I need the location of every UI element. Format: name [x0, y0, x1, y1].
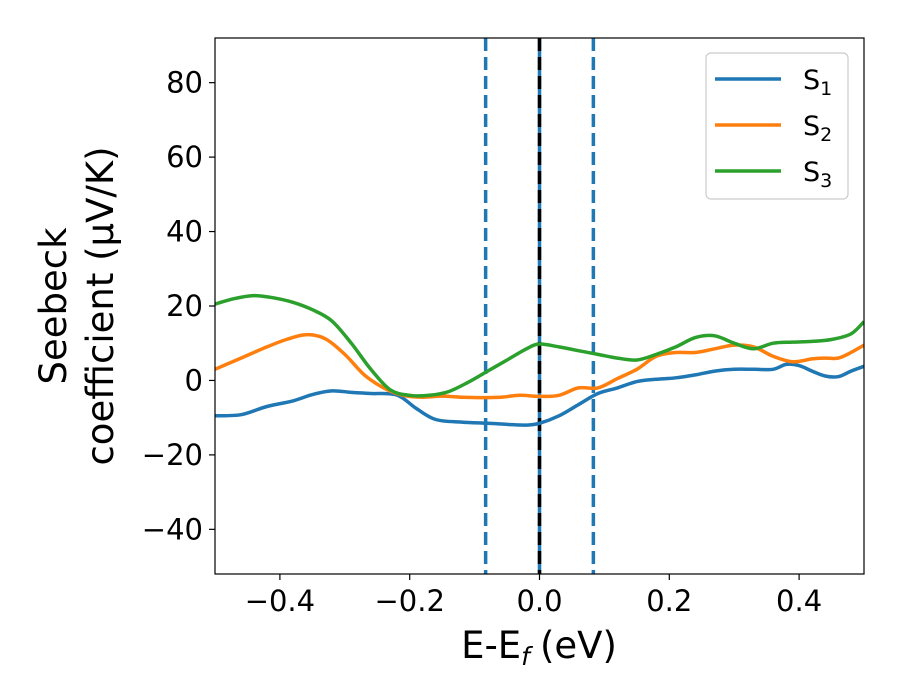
y-tick-label: 0: [185, 363, 203, 397]
x-tick-label: −0.4: [245, 584, 315, 618]
y-tick-label: −40: [142, 512, 203, 546]
x-tick-label: 0.4: [776, 584, 822, 618]
y-tick-label: 60: [166, 140, 203, 174]
seebeck-chart: −0.4 −0.2 0.0 0.2 0.4 −40 −20 0 20 40 60 80 E-Ef (e…: [0, 0, 900, 700]
y-tick-label: −20: [142, 438, 203, 472]
y-tick-label: 40: [166, 215, 203, 249]
y-tick-label: 80: [166, 66, 203, 100]
x-tick-label: 0.0: [516, 584, 562, 618]
x-tick-label: −0.2: [374, 584, 444, 618]
y-tick-label: 20: [166, 289, 203, 323]
y-axis-label-line2: coefficient (μV/K): [79, 146, 122, 465]
x-axis-label: E-Ef (eV): [461, 624, 617, 671]
y-axis-label-line1: Seebeck: [32, 227, 75, 385]
x-tick-label: 0.2: [646, 584, 692, 618]
